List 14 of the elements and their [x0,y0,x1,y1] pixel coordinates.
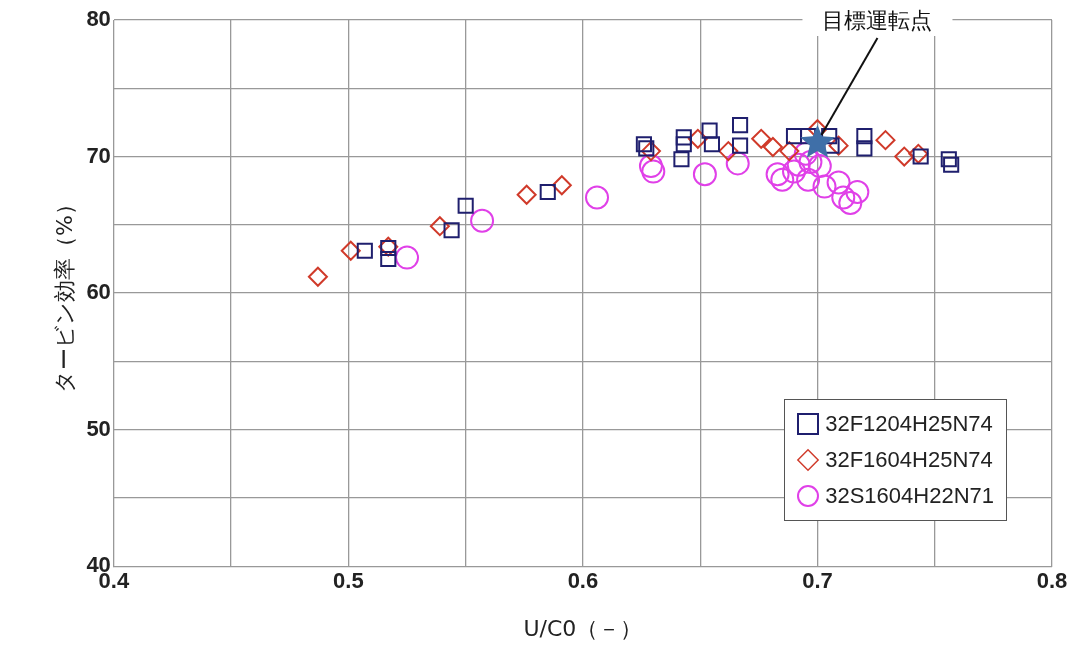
x-tick-label: 0.6 [567,568,599,594]
y-tick-label: 60 [86,279,111,305]
legend-label: 32F1604H25N74 [825,447,993,474]
legend-label: 32F1204H25N74 [825,411,993,438]
annotation: 目標運転点 [822,7,933,33]
x-tick-label: 0.8 [1036,568,1068,594]
y-tick-label: 50 [86,415,111,441]
x-tick-label: 0.7 [802,568,833,594]
legend-label: 32S1604H22N71 [825,483,994,510]
y-axis-title: タービン効率（%） [51,193,77,394]
x-tick-label: 0.5 [333,568,364,594]
y-tick-label: 70 [86,142,111,168]
x-axis-title: U/C0（－） [523,615,643,641]
y-tick-label: 80 [86,6,111,32]
